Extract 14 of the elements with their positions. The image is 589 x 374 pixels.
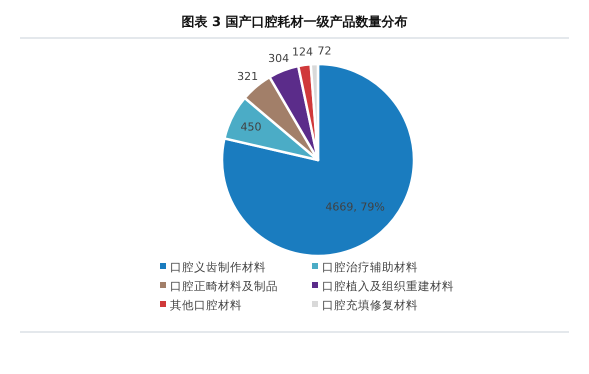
chart-title: 图表 3 国产口腔耗材一级产品数量分布 [181, 14, 408, 30]
legend-label: 口腔正畸材料及制品 [170, 279, 278, 293]
data-label: 124 [292, 46, 314, 59]
data-label: 4669, 79% [325, 200, 385, 214]
legend-label: 口腔植入及组织重建材料 [322, 279, 454, 293]
data-label: 304 [268, 52, 290, 65]
legend-label: 口腔充填修复材料 [322, 298, 418, 312]
pie-slice [220, 62, 416, 258]
legend-label: 其他口腔材料 [170, 298, 242, 312]
legend-label: 口腔义齿制作材料 [170, 260, 266, 274]
data-label: 450 [240, 120, 262, 134]
data-label: 321 [237, 70, 258, 84]
legend-label: 口腔治疗辅助材料 [322, 260, 418, 274]
data-label: 72 [318, 44, 332, 58]
